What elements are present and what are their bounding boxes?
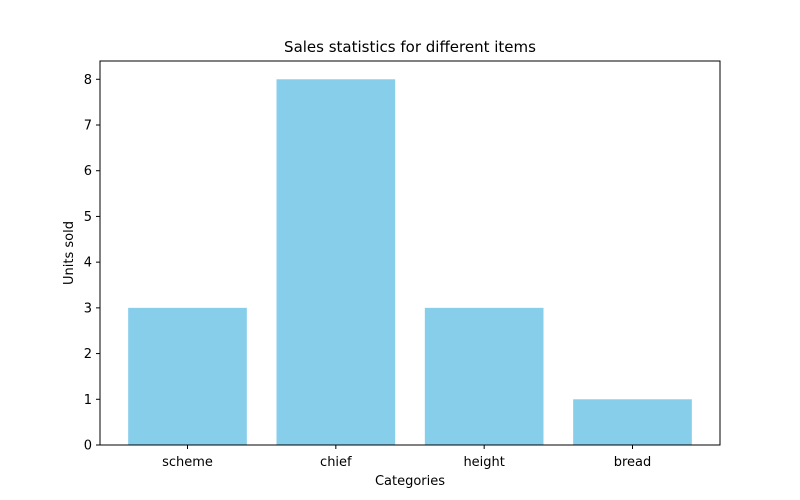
y-tick-label-6: 6	[84, 164, 92, 179]
y-axis: 0 1 2 3 4 5 6 7 8	[84, 73, 100, 454]
plot-area	[128, 79, 692, 445]
x-tick-label-chief: chief	[320, 455, 352, 470]
y-tick-label-0: 0	[84, 439, 92, 454]
x-axis: scheme chief height bread	[162, 445, 651, 470]
y-tick-label-8: 8	[84, 73, 92, 88]
bar-bread	[573, 399, 692, 445]
bar-chief	[277, 79, 396, 445]
x-tick-label-bread: bread	[614, 455, 652, 470]
y-tick-label-7: 7	[84, 119, 92, 134]
y-tick-label-1: 1	[84, 393, 92, 408]
x-tick-label-scheme: scheme	[162, 455, 213, 470]
chart-title: Sales statistics for different items	[284, 38, 536, 56]
bar-height	[425, 308, 544, 445]
y-axis-label: Units sold	[62, 221, 77, 285]
x-tick-label-height: height	[463, 455, 504, 470]
y-tick-label-5: 5	[84, 210, 92, 225]
y-tick-label-3: 3	[84, 301, 92, 316]
y-tick-label-2: 2	[84, 347, 92, 362]
bar-scheme	[128, 308, 247, 445]
x-axis-label: Categories	[375, 474, 445, 489]
y-tick-label-4: 4	[84, 256, 92, 271]
